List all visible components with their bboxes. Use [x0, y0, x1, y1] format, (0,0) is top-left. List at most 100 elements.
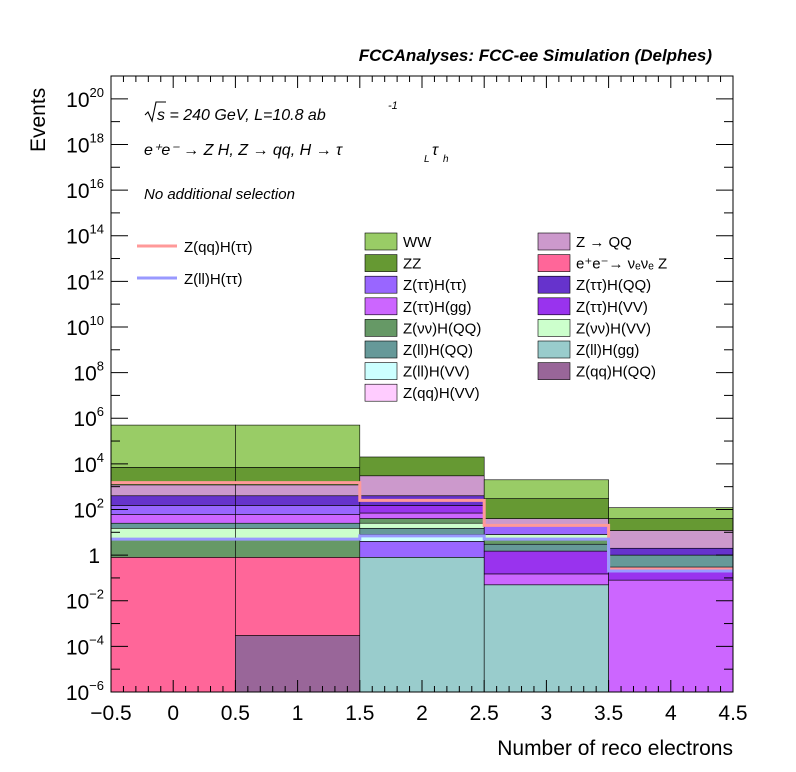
- x-tick-label: 2.5: [470, 702, 499, 725]
- x-axis: −0.5 0 0.5 1 1.5 2 2.5 3 3.5 4 4.5: [90, 76, 748, 725]
- bar-bin1-seg4: [235, 522, 361, 529]
- bar-bin1-seg8: [235, 484, 361, 497]
- bar-bin2-seg10: [359, 456, 485, 477]
- legend-swatch: [537, 340, 571, 359]
- bar-bin1-seg3: [235, 527, 361, 540]
- legend-swatch: [364, 340, 398, 359]
- y-tick-label: 10−2: [66, 587, 104, 614]
- selection-annotation: No additional selection: [144, 186, 295, 203]
- y-tick-label: 102: [73, 495, 104, 522]
- y-axis-label: Events: [27, 88, 50, 152]
- legend-swatch: [537, 254, 571, 272]
- process-sub-h: h: [443, 154, 449, 165]
- legend-label: Z(νν)H(QQ): [403, 320, 481, 337]
- legend-swatch: [537, 275, 571, 294]
- histogram-stack: [110, 424, 734, 693]
- bar-bin0-seg4: [110, 514, 236, 524]
- bar-bin0-seg0: [110, 557, 236, 693]
- y-tick-label: 10−6: [66, 678, 104, 705]
- legend-label: WW: [403, 234, 432, 251]
- legend-swatch: [364, 232, 398, 251]
- energy-exponent: -1: [388, 100, 398, 112]
- signal-lines: [111, 481, 733, 573]
- y-tick-label: 1020: [66, 85, 104, 112]
- bar-bin1-seg2: [235, 538, 361, 558]
- x-tick-label: 3.5: [594, 702, 623, 725]
- bar-bin2-seg5: [359, 518, 485, 524]
- bar-bin2-seg6: [359, 512, 485, 519]
- bar-bin2-seg7: [359, 505, 485, 514]
- bar-bin2-seg4: [359, 522, 485, 529]
- bar-bin2-seg9: [359, 475, 485, 497]
- legend-label: Z(ττ)H(QQ): [576, 277, 651, 294]
- legend-swatch: [364, 275, 398, 294]
- legend-line-label: Z(ll)H(ττ): [184, 271, 243, 288]
- y-axis: 10−6 10−4 10−2 1 102 104 106 108 1010 1012 1014 101…: [66, 85, 733, 705]
- legend-label: Z(ll)H(VV): [403, 364, 470, 381]
- bar-bin4-seg3: [608, 547, 734, 556]
- legend-swatch: [364, 254, 398, 272]
- y-tick-label: 1016: [66, 176, 104, 203]
- legend-line-label: Z(qq)H(ττ): [184, 239, 253, 256]
- legend-swatch: [537, 362, 571, 380]
- process-annotation: e⁺e⁻ → Z H, Z → qq, H → τ L τ h: [144, 142, 449, 165]
- energy-annotation: s = 240 GeV, L=10.8 ab -1: [144, 100, 398, 124]
- legend-swatch: [537, 232, 571, 251]
- legend-swatch: [364, 319, 398, 337]
- x-tick-label: 0.5: [221, 702, 250, 725]
- bar-bin0-seg3: [110, 522, 236, 529]
- y-tick-label: 1010: [66, 313, 104, 340]
- legend-swatch: [537, 319, 571, 337]
- legend-label: Z(ττ)H(ττ): [403, 277, 467, 294]
- legend-label: Z(qq)H(VV): [403, 385, 480, 402]
- bar-bin2-seg3: [359, 527, 485, 535]
- bar-bin1-seg5: [235, 514, 361, 524]
- bar-bin3-seg8: [483, 498, 609, 519]
- process-tau: τ: [432, 142, 439, 159]
- bar-bin0-seg7: [110, 484, 236, 497]
- y-tick-label: 1012: [66, 267, 104, 294]
- y-tick-label: 1014: [66, 222, 104, 249]
- line-legend: Z(qq)H(ττ) Z(ll)H(ττ): [137, 239, 253, 288]
- bar-bin3-seg1: [483, 573, 609, 586]
- y-tick-label: 1018: [66, 130, 104, 157]
- x-tick-label: 0: [167, 702, 179, 725]
- process-text: e⁺e⁻ → Z H, Z → qq, H → τ: [144, 142, 343, 159]
- legend-label: Z(ττ)H(VV): [576, 299, 648, 316]
- bar-bin4-seg5: [608, 518, 734, 531]
- bar-bin0-seg6: [110, 495, 236, 506]
- bar-bin3-seg2: [483, 550, 609, 575]
- y-tick-label: 108: [73, 359, 104, 386]
- bar-bin3-seg9: [483, 479, 609, 499]
- energy-text: s = 240 GeV, L=10.8 ab: [157, 107, 326, 124]
- legend-label: Z(ττ)H(gg): [403, 299, 472, 316]
- legend-label: Z(ll)H(gg): [576, 342, 639, 359]
- x-tick-label: 3: [541, 702, 553, 725]
- bar-bin1-seg1: [235, 557, 361, 636]
- legend-swatch: [364, 297, 398, 316]
- y-tick-label: 104: [73, 450, 104, 477]
- y-tick-label: 10−4: [66, 632, 104, 659]
- bar-bin0-seg2: [110, 527, 236, 540]
- y-tick-label: 1: [88, 545, 100, 568]
- bar-bin0-seg5: [110, 505, 236, 515]
- legend-label: e⁺e⁻→ νₑνₑ Z: [576, 256, 667, 273]
- legend-swatch: [364, 383, 398, 402]
- bar-bin4-seg2: [608, 554, 734, 568]
- legend-label: Z(qq)H(QQ): [576, 364, 656, 381]
- bar-bin1-seg6: [235, 505, 361, 515]
- bar-bin0-seg1: [110, 538, 236, 558]
- process-sub-l: L: [424, 154, 430, 165]
- bar-bin4-seg4: [608, 530, 734, 549]
- x-tick-label: 1.5: [345, 702, 374, 725]
- legend-label: Z(ll)H(QQ): [403, 342, 473, 359]
- plot-header: FCCAnalyses: FCC-ee Simulation (Delphes): [359, 46, 713, 65]
- x-axis-label: Number of reco electrons: [497, 737, 733, 760]
- x-tick-label: 4.5: [718, 702, 747, 725]
- bar-bin0-seg9: [110, 424, 236, 468]
- sqrt-symbol: [144, 101, 166, 123]
- bar-bin4-seg0: [608, 579, 734, 693]
- bar-bin2-seg1: [359, 541, 485, 558]
- signal-line-1: [111, 534, 733, 573]
- stack-legend: WW Z → QQ ZZ e⁺e⁻→ νₑνₑ Z Z(ττ)H(ττ) Z(ττ)H(Q…: [364, 232, 667, 402]
